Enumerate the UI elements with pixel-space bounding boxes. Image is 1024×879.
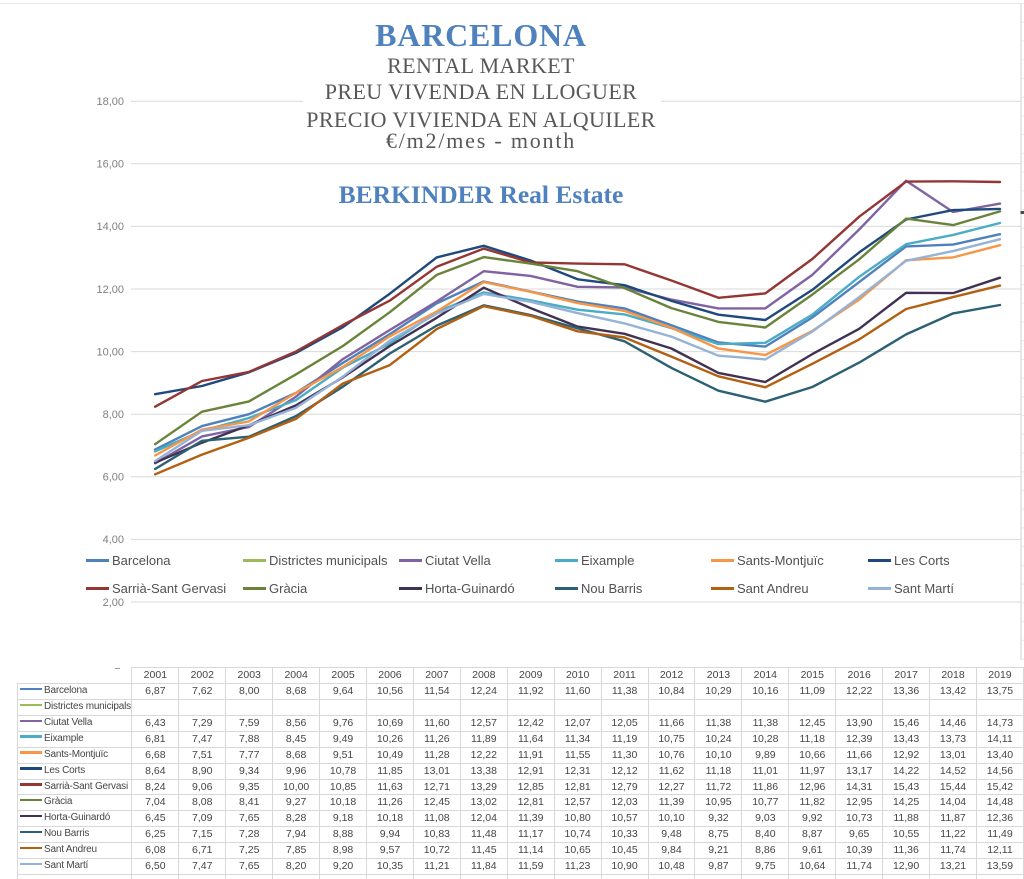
svg-text:6,00: 6,00	[103, 472, 124, 484]
svg-text:16,00: 16,00	[96, 159, 124, 171]
svg-text:2,00: 2,00	[103, 597, 124, 609]
svg-text:4,00: 4,00	[103, 534, 124, 546]
svg-text:8,00: 8,00	[103, 409, 124, 421]
svg-text:10,00: 10,00	[96, 346, 124, 358]
svg-text:14,00: 14,00	[96, 221, 124, 233]
svg-text:12,00: 12,00	[96, 284, 124, 296]
